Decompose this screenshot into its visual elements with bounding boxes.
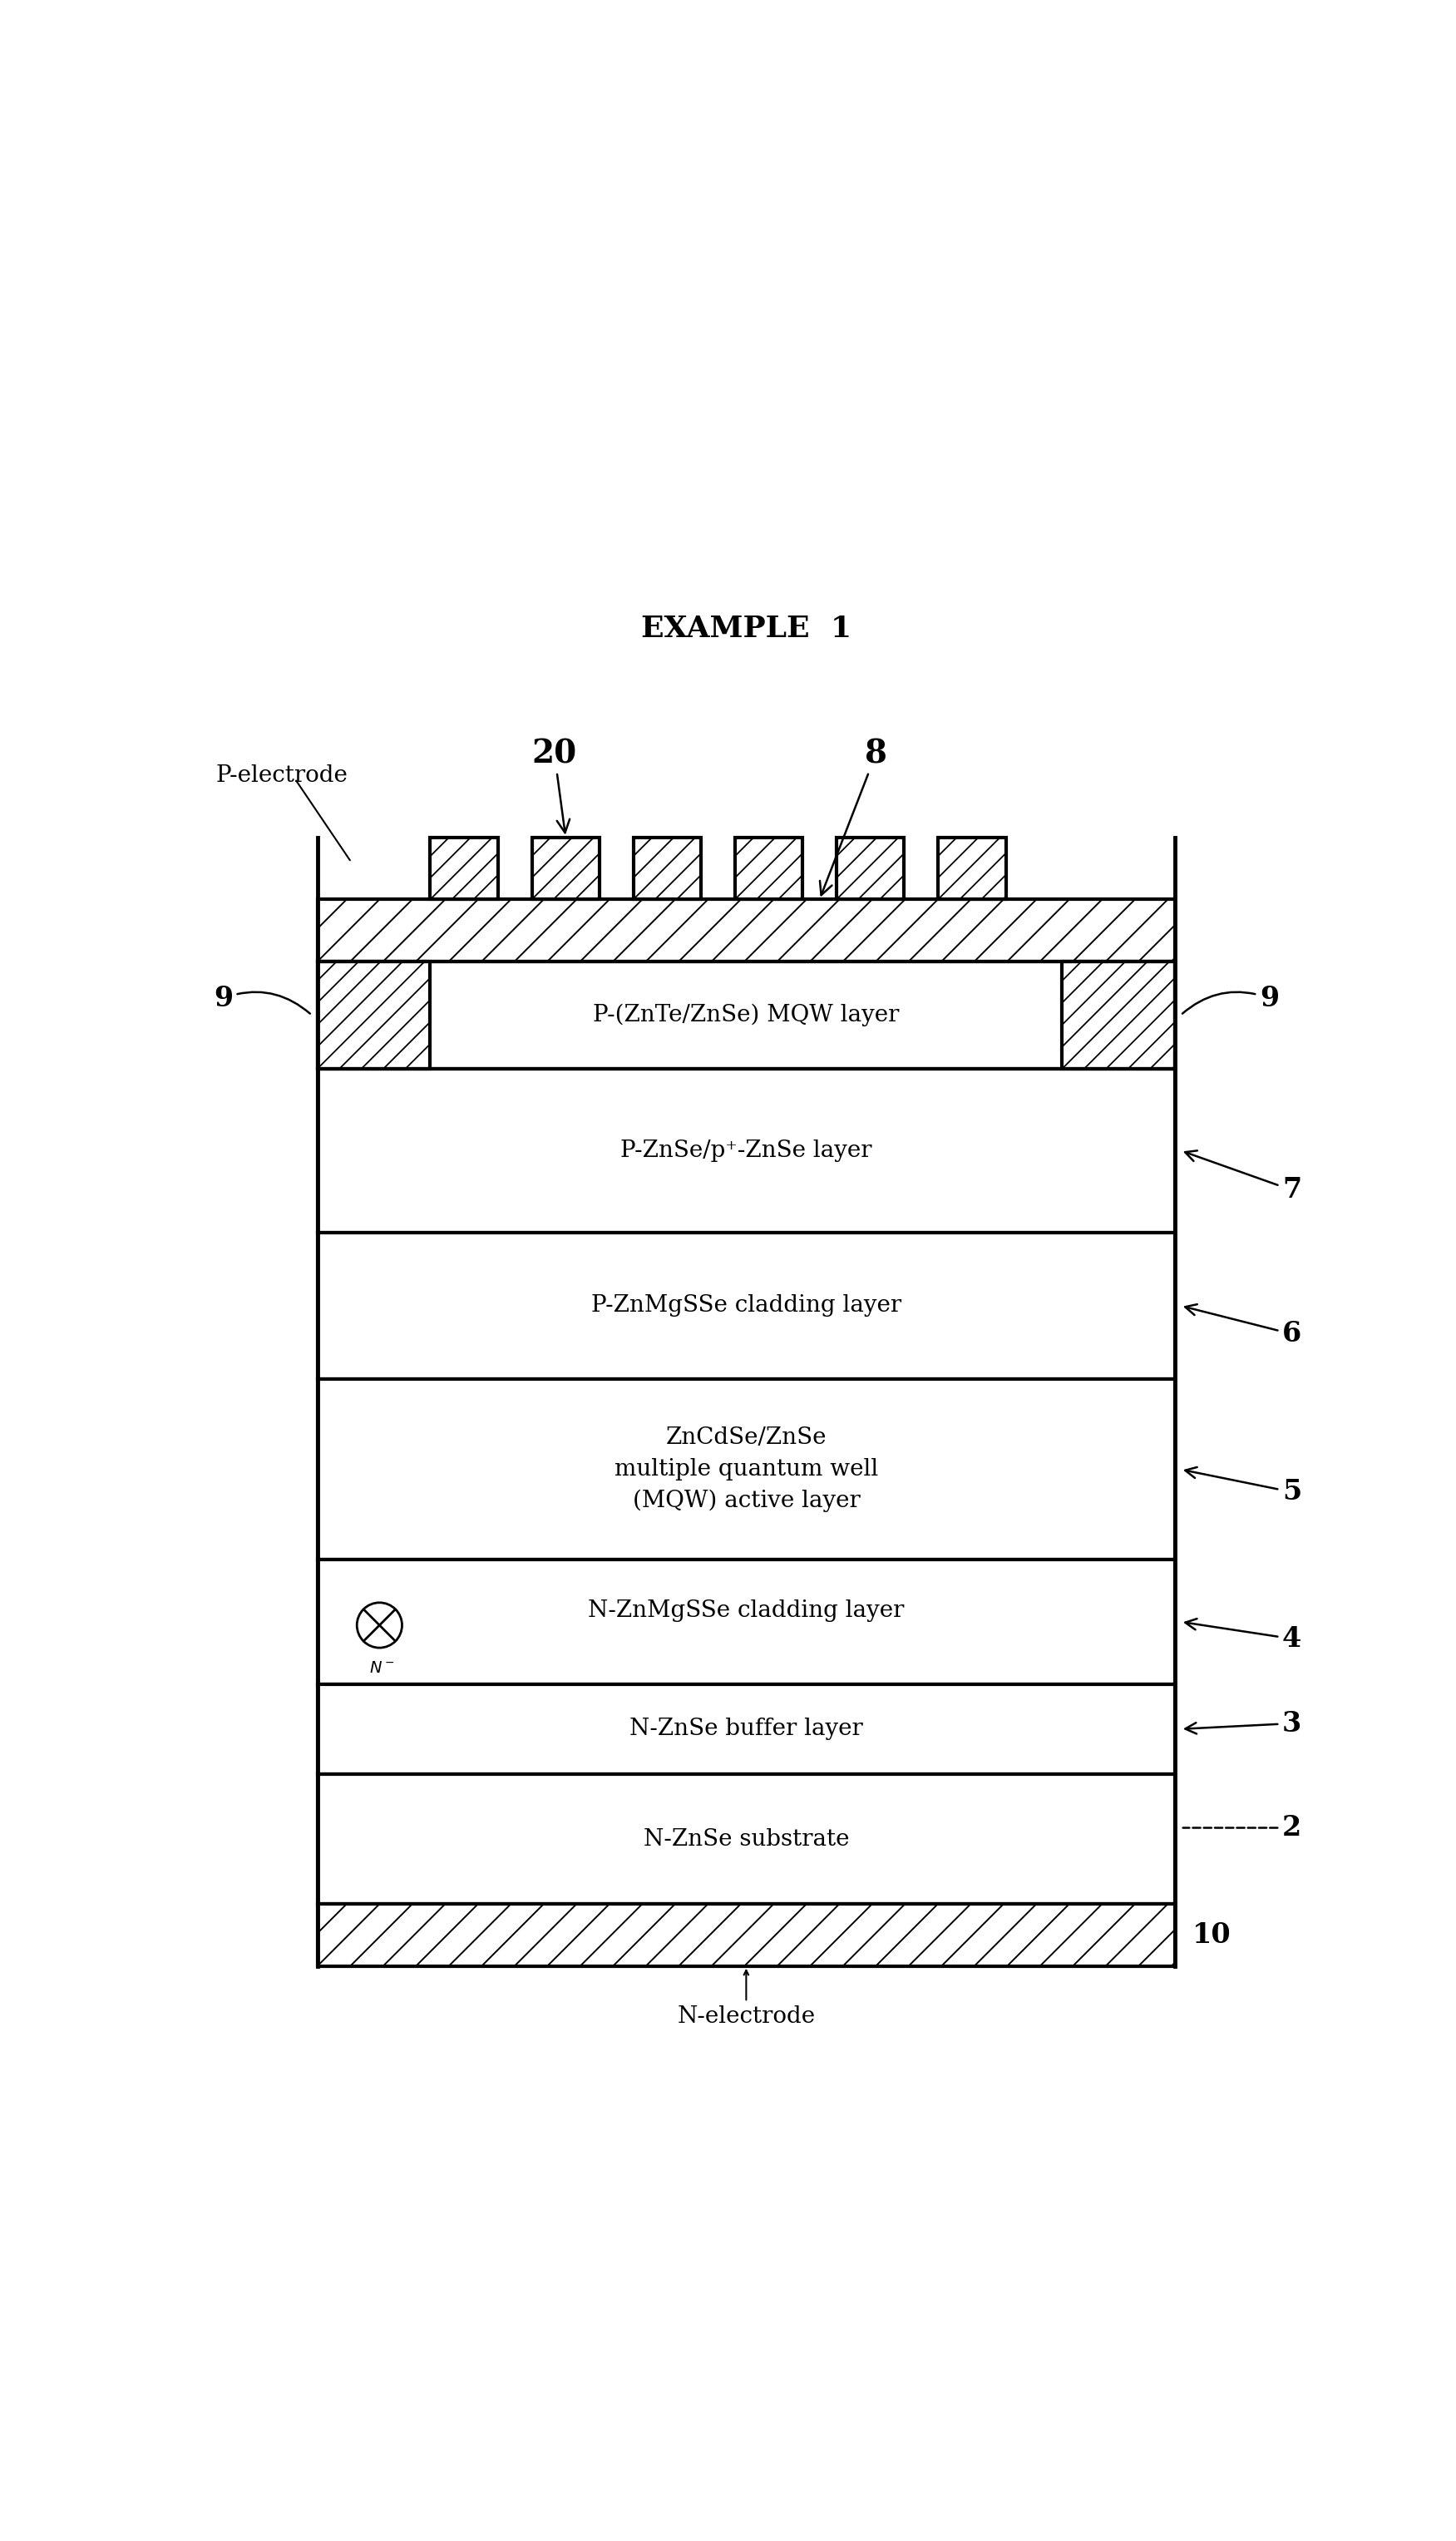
Bar — [317, 1685, 1175, 1774]
Text: ZnCdSe/ZnSe
multiple quantum well
(MQW) active layer: ZnCdSe/ZnSe multiple quantum well (MQW) … — [614, 1428, 878, 1512]
Bar — [317, 960, 1175, 1070]
Text: 3: 3 — [1185, 1710, 1302, 1738]
Text: N-ZnMgSSe cladding layer: N-ZnMgSSe cladding layer — [588, 1598, 904, 1621]
Text: 6: 6 — [1185, 1304, 1302, 1347]
Text: 2: 2 — [1182, 1814, 1302, 1842]
Text: 20: 20 — [531, 737, 577, 833]
Bar — [317, 1903, 1175, 1967]
Text: 10: 10 — [1192, 1921, 1230, 1949]
Text: 8: 8 — [820, 737, 887, 894]
Text: N-ZnSe substrate: N-ZnSe substrate — [644, 1827, 849, 1850]
Text: $N^-$: $N^-$ — [368, 1662, 395, 1677]
Text: P-electrode: P-electrode — [215, 765, 348, 788]
Bar — [317, 1232, 1175, 1380]
Text: N-electrode: N-electrode — [677, 2005, 815, 2028]
Text: 5: 5 — [1185, 1466, 1302, 1507]
Bar — [938, 839, 1006, 900]
Bar — [531, 839, 600, 900]
Text: 4: 4 — [1185, 1619, 1302, 1652]
Bar — [735, 839, 802, 900]
Bar — [836, 839, 904, 900]
Bar — [317, 1560, 1175, 1685]
Bar — [431, 960, 1063, 1070]
Text: P-(ZnTe/ZnSe) MQW layer: P-(ZnTe/ZnSe) MQW layer — [593, 1004, 900, 1027]
Text: EXAMPLE  1: EXAMPLE 1 — [641, 615, 852, 643]
Bar — [317, 1774, 1175, 1903]
Bar — [317, 960, 431, 1070]
Bar — [431, 839, 498, 900]
Bar — [633, 839, 702, 900]
Text: N-ZnSe buffer layer: N-ZnSe buffer layer — [629, 1718, 863, 1741]
Text: 9: 9 — [214, 983, 310, 1014]
Text: P-ZnSe/p⁺-ZnSe layer: P-ZnSe/p⁺-ZnSe layer — [620, 1138, 872, 1161]
Text: 7: 7 — [1185, 1151, 1302, 1204]
Text: P-ZnMgSSe cladding layer: P-ZnMgSSe cladding layer — [591, 1293, 901, 1316]
Bar — [317, 1380, 1175, 1560]
Text: 9: 9 — [1182, 983, 1278, 1014]
Bar — [317, 900, 1175, 960]
Bar — [317, 1070, 1175, 1232]
Bar — [1063, 960, 1175, 1070]
